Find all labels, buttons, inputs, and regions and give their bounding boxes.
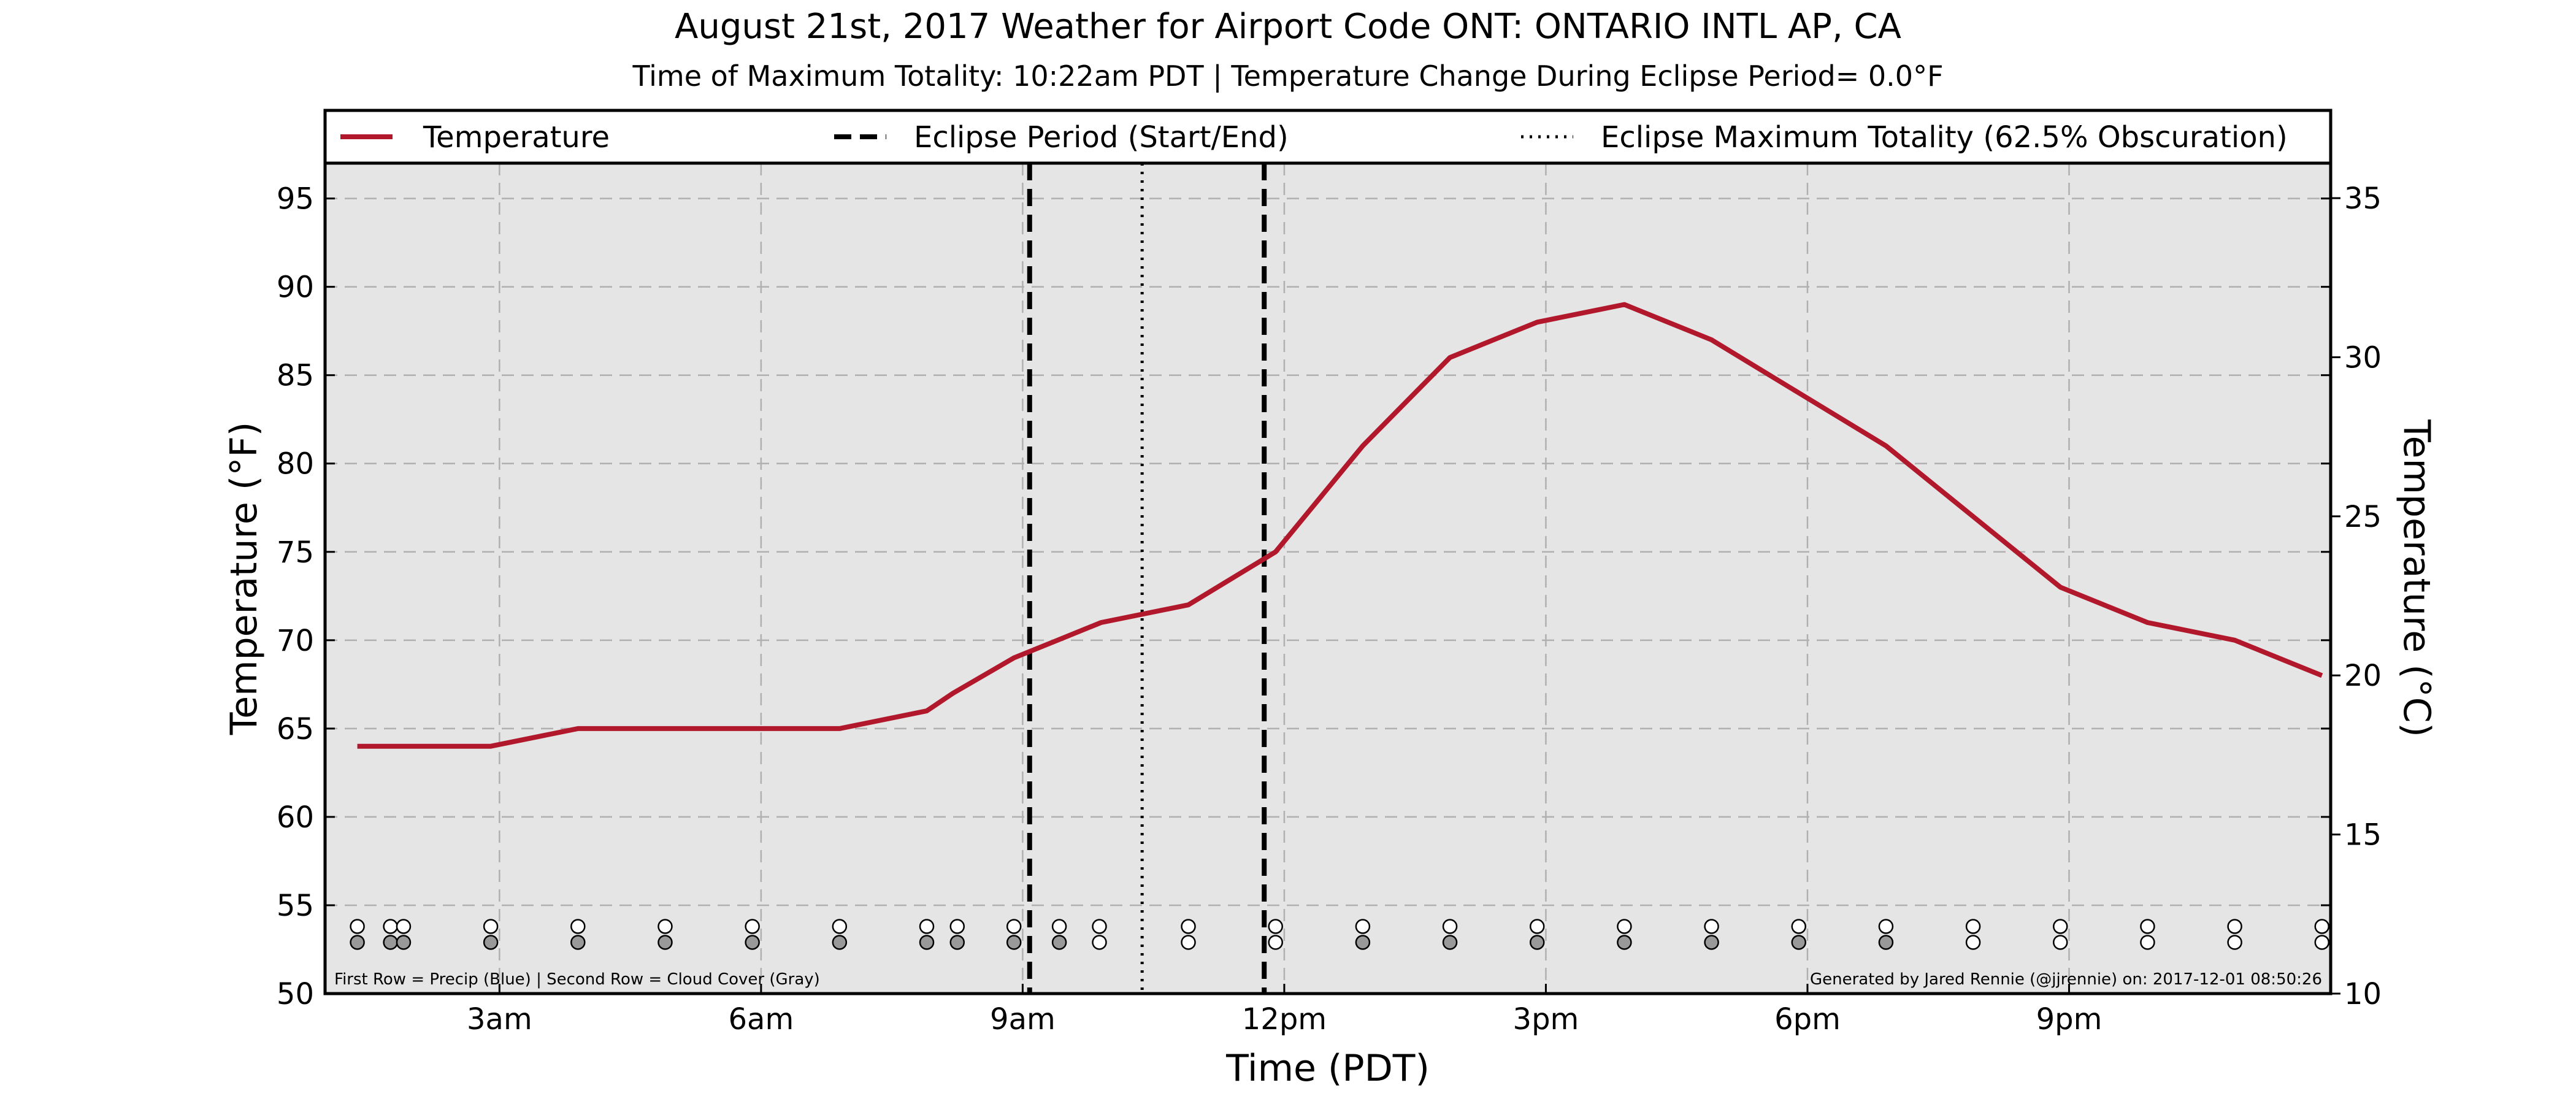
y-tick-label-right: 35 — [2344, 182, 2382, 216]
cloud-marker — [1791, 935, 1806, 950]
precip-marker — [657, 919, 673, 934]
precip-marker — [2314, 919, 2330, 934]
precip-marker — [919, 919, 935, 934]
cloud-marker — [483, 935, 499, 950]
cloud-marker — [1092, 935, 1107, 950]
cloud-marker — [1965, 935, 1981, 950]
y-tick-label-left: 70 — [277, 624, 314, 658]
eclipse-layer — [1027, 163, 1267, 994]
cloud-marker — [2314, 935, 2330, 950]
precip-marker — [570, 919, 586, 934]
x-tick-label: 9am — [990, 1002, 1056, 1037]
plot-area — [325, 163, 2331, 994]
precip-marker — [832, 919, 848, 934]
precip-marker — [1965, 919, 1981, 934]
y-tick-label-left: 95 — [277, 182, 314, 217]
y-tick-label-right: 25 — [2344, 500, 2382, 534]
precip-marker — [483, 919, 499, 934]
precip-marker — [1529, 919, 1545, 934]
legend-label: Eclipse Period (Start/End) — [914, 120, 1289, 155]
y-tick-label-right: 20 — [2344, 659, 2382, 693]
x-axis-label: Time (PDT) — [1225, 1047, 1430, 1090]
precip-marker — [1617, 919, 1632, 934]
precip-marker — [1355, 919, 1371, 934]
observation-rows — [350, 919, 2330, 950]
precip-marker — [1442, 919, 1458, 934]
x-tick-label: 3am — [467, 1002, 532, 1037]
legend-box — [323, 109, 2333, 165]
x-tick-label: 9pm — [2036, 1002, 2103, 1037]
y-tick-label-left: 60 — [277, 800, 314, 835]
precip-marker — [1181, 919, 1196, 934]
precip-marker — [1704, 919, 1719, 934]
legend-label: Eclipse Maximum Totality (62.5% Obscurat… — [1601, 120, 2288, 155]
cloud-marker — [832, 935, 848, 950]
cloud-marker — [2140, 935, 2155, 950]
right-axis: 10 15 20 25 30 35 — [2331, 182, 2382, 1011]
cloud-marker — [1617, 935, 1632, 950]
cloud-marker — [1181, 935, 1196, 950]
y-tick-label-right: 30 — [2344, 340, 2382, 375]
cloud-marker — [2227, 935, 2242, 950]
cloud-marker — [383, 935, 398, 950]
cloud-marker — [2053, 935, 2068, 950]
legend: Temperature Eclipse Period (Start/End) Ecl… — [340, 120, 2288, 155]
y-tick-label-right: 15 — [2344, 818, 2382, 853]
cloud-marker — [1051, 935, 1067, 950]
cloud-marker — [1355, 935, 1371, 950]
cloud-marker — [350, 935, 365, 950]
precip-marker — [1878, 919, 1894, 934]
x-tick-label: 3pm — [1513, 1002, 1579, 1037]
y-tick-label-right: 10 — [2344, 977, 2382, 1011]
x-tick-label: 6am — [729, 1002, 794, 1037]
x-axis: 3am 6am 9am 12pm 3pm 6pm 9pm — [467, 984, 2102, 1037]
precip-marker — [2227, 919, 2242, 934]
footnote-right: Generated by Jared Rennie (@jjrennie) on… — [1810, 970, 2322, 989]
y-tick-label-left: 65 — [277, 712, 314, 746]
cloud-marker — [1529, 935, 1545, 950]
series-layer — [357, 302, 2323, 749]
precip-marker — [396, 919, 412, 934]
cloud-marker — [657, 935, 673, 950]
cloud-marker — [396, 935, 412, 950]
cloud-marker — [745, 935, 760, 950]
precip-marker — [1268, 919, 1283, 934]
cloud-marker — [1006, 935, 1022, 950]
cloud-marker — [570, 935, 586, 950]
precip-marker — [383, 919, 398, 934]
precip-marker — [1006, 919, 1022, 934]
chart-title: August 21st, 2017 Weather for Airport Co… — [675, 7, 1901, 47]
chart-subtitle: Time of Maximum Totality: 10:22am PDT | … — [632, 59, 1943, 93]
y-tick-label-left: 50 — [277, 977, 314, 1011]
y-axis-label-left: Temperature (°F) — [223, 422, 266, 735]
y-axis-label-right: Temperature (°C) — [2395, 419, 2438, 737]
cloud-marker — [1268, 935, 1283, 950]
legend-label: Temperature — [423, 120, 610, 155]
precip-marker — [1092, 919, 1107, 934]
footnote-left: First Row = Precip (Blue) | Second Row =… — [334, 970, 820, 989]
y-tick-label-left: 55 — [277, 889, 314, 923]
precip-marker — [1791, 919, 1806, 934]
temperature-line — [357, 302, 2323, 749]
precip-marker — [350, 919, 365, 934]
y-tick-label-left: 80 — [277, 447, 314, 481]
x-tick-label: 6pm — [1774, 1002, 1841, 1037]
cloud-marker — [1704, 935, 1719, 950]
cloud-marker — [949, 935, 965, 950]
y-tick-label-left: 75 — [277, 535, 314, 570]
cloud-marker — [1442, 935, 1458, 950]
y-tick-label-left: 85 — [277, 359, 314, 393]
y-tick-label-left: 90 — [277, 270, 314, 305]
precip-marker — [2053, 919, 2068, 934]
precip-marker — [949, 919, 965, 934]
precip-marker — [1051, 919, 1067, 934]
x-tick-label: 12pm — [1242, 1002, 1327, 1037]
precip-marker — [2140, 919, 2155, 934]
precip-marker — [745, 919, 760, 934]
cloud-marker — [1878, 935, 1894, 950]
left-axis: 50 55 60 65 70 75 80 85 90 95 — [277, 182, 2331, 1011]
cloud-marker — [919, 935, 935, 950]
